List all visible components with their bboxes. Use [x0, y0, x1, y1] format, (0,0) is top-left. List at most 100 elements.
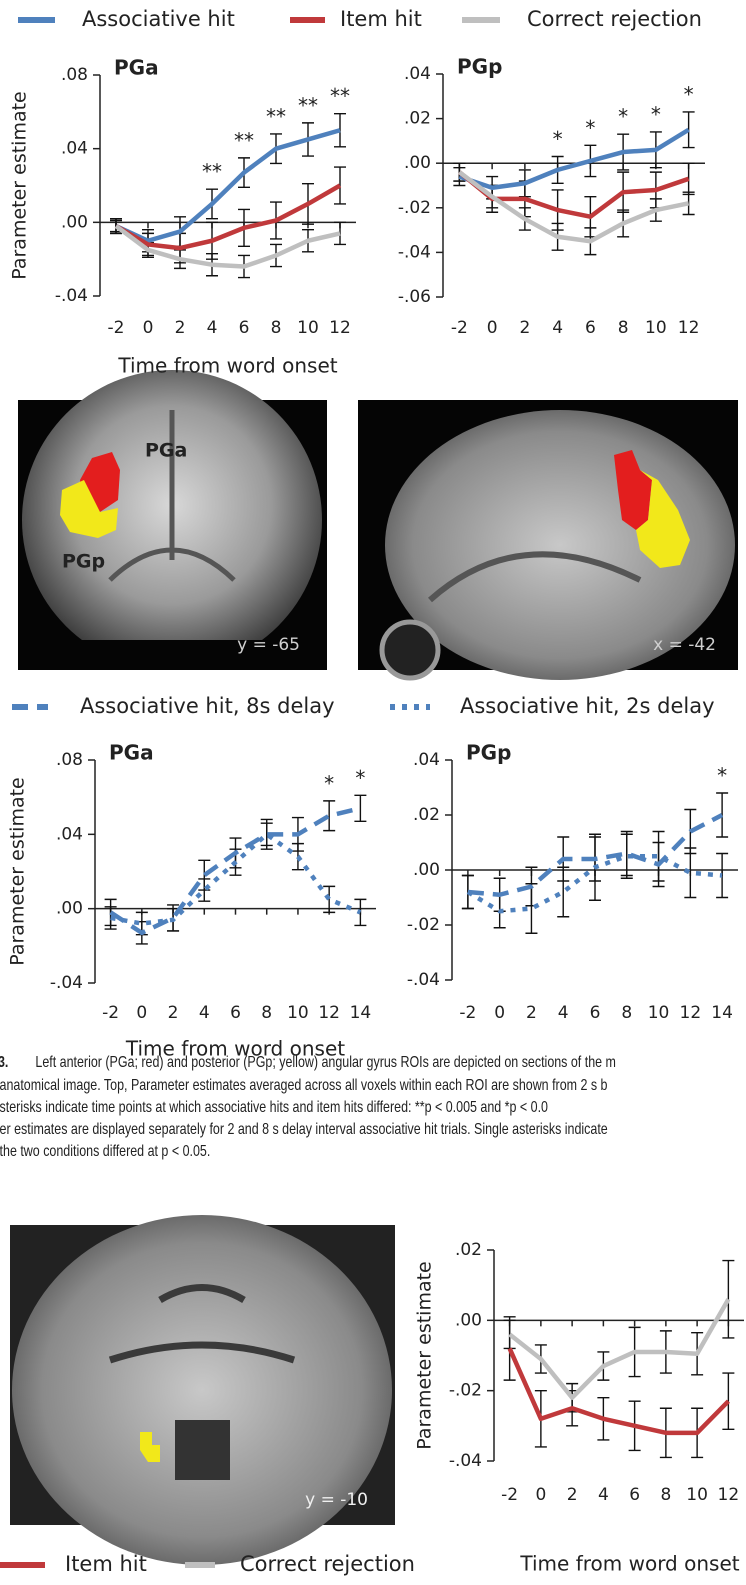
x-tick-label: -2 — [451, 318, 468, 338]
significance-marker: * — [585, 116, 595, 140]
x-tick-label: 0 — [487, 318, 498, 338]
x-tick-label: 10 — [297, 318, 319, 338]
x-tick-label: 2 — [175, 318, 186, 338]
significance-marker: * — [553, 127, 563, 151]
image-label: PGp — [62, 551, 105, 573]
caption-line: sterisks indicate time points at which a… — [0, 1099, 548, 1117]
chart-title: PGa — [114, 56, 159, 80]
page: PGa PGp y = -65 x = -42 y = -10 3. Left … — [0, 0, 746, 1585]
brain-image — [10, 1215, 395, 1565]
x-tick-label: 10 — [645, 318, 667, 338]
x-tick-label: 10 — [648, 1003, 670, 1023]
y-tick-label: .02 — [413, 805, 440, 825]
x-tick-label: 8 — [271, 318, 282, 338]
x-tick-label: 12 — [678, 318, 700, 338]
x-tick-label: 12 — [318, 1003, 340, 1023]
legend-label: Associative hit — [82, 7, 235, 31]
image-label: x = -42 — [653, 635, 716, 655]
y-tick-label: .04 — [56, 824, 83, 844]
significance-marker: * — [618, 105, 628, 129]
series-line — [459, 172, 688, 241]
caption-line: anatomical image. Top, Parameter estimat… — [0, 1077, 608, 1095]
y-tick-label: .04 — [404, 64, 431, 84]
y-axis-label: Parameter estimate — [7, 777, 29, 966]
significance-marker: ** — [266, 104, 286, 128]
y-tick-label: -.04 — [50, 973, 83, 993]
y-axis-label: Parameter estimate — [414, 1261, 436, 1450]
image-label: y = -10 — [305, 1490, 368, 1510]
x-tick-label: 10 — [287, 1003, 309, 1023]
caption-line: the two conditions differed at p < 0.05. — [0, 1143, 210, 1161]
legend-label: Associative hit, 8s delay — [80, 694, 335, 718]
y-tick-label: .04 — [413, 750, 440, 770]
error-bar — [354, 795, 366, 821]
x-tick-label: 6 — [585, 318, 596, 338]
y-tick-label: .00 — [56, 899, 83, 919]
significance-marker: * — [717, 764, 727, 788]
significance-marker: * — [355, 766, 365, 790]
x-tick-label: 0 — [143, 318, 154, 338]
figure: PGa PGp y = -65 x = -42 y = -10 3. Left … — [0, 0, 746, 1585]
x-tick-label: -2 — [102, 1003, 119, 1023]
y-tick-label: -.02 — [398, 198, 431, 218]
series-line — [510, 1299, 729, 1397]
y-tick-label: .00 — [413, 860, 440, 880]
x-tick-label: 0 — [136, 1003, 147, 1023]
x-tick-label: -2 — [501, 1485, 518, 1505]
x-tick-label: 0 — [494, 1003, 505, 1023]
x-tick-label: 8 — [621, 1003, 632, 1023]
x-tick-label: 8 — [261, 1003, 272, 1023]
legend-label: Item hit — [340, 7, 422, 31]
series-line — [459, 130, 688, 188]
x-tick-label: 10 — [686, 1485, 708, 1505]
y-tick-label: .08 — [56, 750, 83, 770]
x-tick-label: 4 — [199, 1003, 210, 1023]
x-tick-label: 4 — [558, 1003, 569, 1023]
x-tick-label: 14 — [711, 1003, 733, 1023]
x-tick-label: 6 — [629, 1485, 640, 1505]
x-tick-label: 2 — [168, 1003, 179, 1023]
legend-label: Correct rejection — [527, 7, 702, 31]
caption: 3. Left anterior (PGa; red) and posterio… — [0, 1054, 616, 1161]
legend-label: Correct rejection — [240, 1552, 415, 1576]
x-tick-label: 4 — [207, 318, 218, 338]
x-tick-label: 6 — [230, 1003, 241, 1023]
image-label: PGa — [145, 440, 187, 462]
brain-image — [18, 370, 327, 670]
y-tick-label: -.06 — [398, 287, 431, 307]
significance-marker: ** — [202, 160, 222, 184]
image-label: y = -65 — [237, 635, 300, 655]
error-bar — [557, 867, 569, 917]
chart-title: PGp — [466, 741, 511, 765]
x-tick-label: 2 — [526, 1003, 537, 1023]
y-tick-label: .00 — [455, 1310, 482, 1330]
caption-line: er estimates are displayed separately fo… — [0, 1121, 608, 1139]
x-axis-label: Time from word onset — [125, 1037, 345, 1061]
x-tick-label: 12 — [718, 1485, 740, 1505]
significance-marker: * — [324, 771, 334, 795]
y-tick-label: -.04 — [449, 1451, 482, 1471]
x-axis-label: Time from word onset — [117, 354, 337, 378]
y-tick-label: .08 — [61, 65, 88, 85]
x-tick-label: 14 — [350, 1003, 372, 1023]
x-tick-label: 12 — [329, 318, 351, 338]
x-tick-label: -2 — [108, 318, 125, 338]
legend-label: Item hit — [65, 1552, 147, 1576]
y-tick-label: .02 — [455, 1240, 482, 1260]
legend-label: Associative hit, 2s delay — [460, 694, 715, 718]
x-tick-label: 6 — [239, 318, 250, 338]
x-tick-label: 2 — [567, 1485, 578, 1505]
x-tick-label: 12 — [680, 1003, 702, 1023]
x-tick-label: 6 — [590, 1003, 601, 1023]
x-tick-label: -2 — [459, 1003, 476, 1023]
y-axis-label: Parameter estimate — [9, 91, 31, 280]
y-tick-label: -.02 — [407, 915, 440, 935]
y-tick-label: .00 — [404, 153, 431, 173]
significance-marker: ** — [298, 93, 318, 117]
significance-marker: ** — [234, 128, 254, 152]
y-tick-label: .00 — [61, 212, 88, 232]
x-tick-label: 4 — [552, 318, 563, 338]
significance-marker: * — [651, 102, 661, 126]
x-tick-label: 8 — [618, 318, 629, 338]
y-tick-label: .02 — [404, 109, 431, 129]
